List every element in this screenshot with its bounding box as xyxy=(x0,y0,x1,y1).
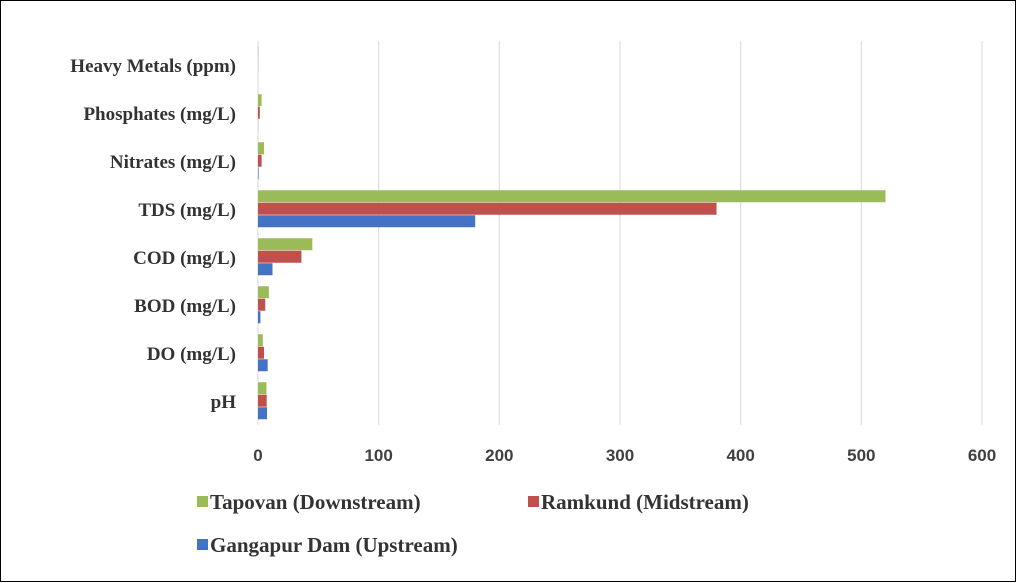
category-label-phosphates-mg-l: Phosphates (mg/L) xyxy=(83,104,236,125)
bar-ph-ramkund-midstream xyxy=(258,395,267,407)
bar-tds-mg-l-gangapur-dam-upstream xyxy=(258,215,475,227)
x-tick-label-300: 300 xyxy=(606,446,634,465)
bar-ph-tapovan-downstream xyxy=(258,382,266,394)
bar-bod-mg-l-ramkund-midstream xyxy=(258,299,265,311)
x-tick-label-500: 500 xyxy=(847,446,875,465)
bars xyxy=(258,46,885,419)
bar-tds-mg-l-ramkund-midstream xyxy=(258,203,717,215)
x-tick-label-100: 100 xyxy=(364,446,392,465)
category-label-heavy-metals-ppm: Heavy Metals (ppm) xyxy=(70,56,236,77)
gridlines xyxy=(258,41,982,425)
bar-do-mg-l-gangapur-dam-upstream xyxy=(258,359,268,371)
bar-phosphates-mg-l-tapovan-downstream xyxy=(258,94,262,106)
legend-label-tapovan-downstream: Tapovan (Downstream) xyxy=(210,490,421,514)
bar-nitrates-mg-l-tapovan-downstream xyxy=(258,142,264,154)
category-label-do-mg-l: DO (mg/L) xyxy=(147,344,236,365)
bar-nitrates-mg-l-ramkund-midstream xyxy=(258,155,262,167)
x-tick-labels: 0 100 200 300 400 500 600 xyxy=(253,446,996,465)
legend-swatch-ramkund-midstream xyxy=(528,496,539,507)
bar-phosphates-mg-l-ramkund-midstream xyxy=(258,107,260,119)
legend: Tapovan (Downstream) Ramkund (Midstream) G… xyxy=(197,490,749,557)
category-label-bod-mg-l: BOD (mg/L) xyxy=(134,296,236,317)
bar-do-mg-l-tapovan-downstream xyxy=(258,334,263,346)
bar-ph-gangapur-dam-upstream xyxy=(258,407,267,419)
legend-label-gangapur-dam-upstream: Gangapur Dam (Upstream) xyxy=(210,533,458,557)
x-tick-label-400: 400 xyxy=(726,446,754,465)
category-label-ph: pH xyxy=(211,392,237,413)
category-label-cod-mg-l: COD (mg/L) xyxy=(133,248,236,269)
bar-tds-mg-l-tapovan-downstream xyxy=(258,190,885,202)
x-tick-label-0: 0 xyxy=(253,446,262,465)
legend-swatch-tapovan-downstream xyxy=(197,496,208,507)
bar-bod-mg-l-tapovan-downstream xyxy=(258,286,269,298)
category-labels: pH DO (mg/L) BOD (mg/L) COD (mg/L) TDS (mg/L… xyxy=(70,56,236,413)
bar-nitrates-mg-l-gangapur-dam-upstream xyxy=(258,167,259,179)
category-label-nitrates-mg-l: Nitrates (mg/L) xyxy=(110,152,236,173)
legend-swatch-gangapur-dam-upstream xyxy=(197,539,208,550)
bar-bod-mg-l-gangapur-dam-upstream xyxy=(258,311,260,323)
bar-cod-mg-l-gangapur-dam-upstream xyxy=(258,263,272,275)
bar-cod-mg-l-tapovan-downstream xyxy=(258,238,312,250)
bar-do-mg-l-ramkund-midstream xyxy=(258,347,264,359)
category-label-tds-mg-l: TDS (mg/L) xyxy=(138,200,236,221)
bar-cod-mg-l-ramkund-midstream xyxy=(258,251,301,263)
legend-label-ramkund-midstream: Ramkund (Midstream) xyxy=(541,490,749,514)
x-tick-label-200: 200 xyxy=(485,446,513,465)
x-tick-label-600: 600 xyxy=(968,446,996,465)
